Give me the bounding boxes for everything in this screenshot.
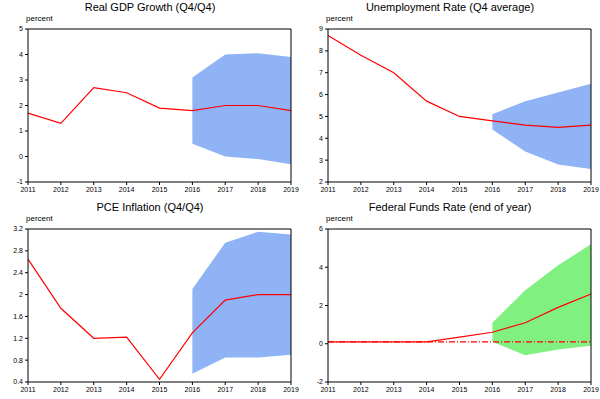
svg-text:4: 4 [319,135,323,142]
html-text:percent: percent [26,214,53,223]
svg-text:9: 9 [319,25,323,32]
svg-text:2018: 2018 [250,186,266,193]
svg-text:5: 5 [319,113,323,120]
html-text:Unemployment Rate (Q4 average): Unemployment Rate (Q4 average) [365,1,535,13]
svg-text:2018: 2018 [250,386,266,393]
svg-text:2012: 2012 [53,186,69,193]
svg-text:2019: 2019 [583,386,592,393]
svg-text:1.2: 1.2 [13,335,23,342]
svg-text:2013: 2013 [86,186,102,193]
svg-text:2017: 2017 [217,186,233,193]
svg-text:2: 2 [319,302,323,309]
svg-text:5: 5 [19,25,23,32]
svg-text:2016: 2016 [485,186,501,193]
svg-text:-1: -1 [17,178,23,185]
html-text:percent: percent [326,214,353,223]
svg-text:3: 3 [19,76,23,83]
svg-text:2014: 2014 [119,186,135,193]
svg-text:2014: 2014 [419,186,435,193]
svg-text:2019: 2019 [283,386,299,393]
svg-text:2015: 2015 [152,386,168,393]
svg-text:0: 0 [319,340,323,347]
svg-text:2012: 2012 [353,386,369,393]
svg-text:2016: 2016 [485,386,501,393]
svg-text:2017: 2017 [517,186,533,193]
svg-text:0.4: 0.4 [13,378,23,385]
svg-text:2017: 2017 [517,386,533,393]
svg-text:4: 4 [319,264,323,271]
svg-text:2.4: 2.4 [13,269,23,276]
svg-text:2016: 2016 [185,186,201,193]
svg-text:2013: 2013 [386,186,402,193]
svg-text:3: 3 [319,157,323,164]
svg-text:2017: 2017 [217,386,233,393]
svg-text:1: 1 [19,127,23,134]
svg-text:2013: 2013 [386,386,402,393]
svg-text:2013: 2013 [86,386,102,393]
svg-text:2015: 2015 [152,186,168,193]
svg-text:2: 2 [19,102,23,109]
svg-text:2019: 2019 [283,186,299,193]
svg-text:2018: 2018 [550,186,566,193]
html-text:Federal Funds Rate (end of yea: Federal Funds Rate (end of year) [368,201,532,213]
svg-text:2011: 2011 [20,386,35,393]
svg-text:2012: 2012 [53,386,69,393]
svg-text:0.8: 0.8 [13,357,23,364]
html-text:PCE Inflation (Q4/Q4): PCE Inflation (Q4/Q4) [96,201,204,213]
svg-text:2018: 2018 [550,386,566,393]
svg-text:1.6: 1.6 [13,313,23,320]
svg-text:2011: 2011 [320,386,335,393]
html-text:percent: percent [326,14,353,23]
svg-text:2: 2 [19,291,23,298]
svg-text:2019: 2019 [583,186,592,193]
svg-text:-2: -2 [317,378,323,385]
svg-text:2011: 2011 [20,186,35,193]
svg-text:2012: 2012 [353,186,369,193]
svg-text:0: 0 [19,153,23,160]
html-text:Real GDP Growth (Q4/Q4): Real GDP Growth (Q4/Q4) [84,1,216,13]
svg-text:6: 6 [319,91,323,98]
svg-text:7: 7 [319,69,323,76]
svg-text:2014: 2014 [119,386,135,393]
svg-text:8: 8 [319,47,323,54]
svg-text:2014: 2014 [419,386,435,393]
svg-text:2015: 2015 [452,386,468,393]
svg-text:2016: 2016 [185,386,201,393]
svg-text:2.8: 2.8 [13,247,23,254]
svg-text:3.2: 3.2 [13,225,23,232]
svg-text:6: 6 [319,225,323,232]
svg-text:4: 4 [19,51,23,58]
html-text:percent: percent [26,14,53,23]
svg-text:2011: 2011 [320,186,335,193]
svg-text:2: 2 [319,178,323,185]
svg-text:2015: 2015 [452,186,468,193]
